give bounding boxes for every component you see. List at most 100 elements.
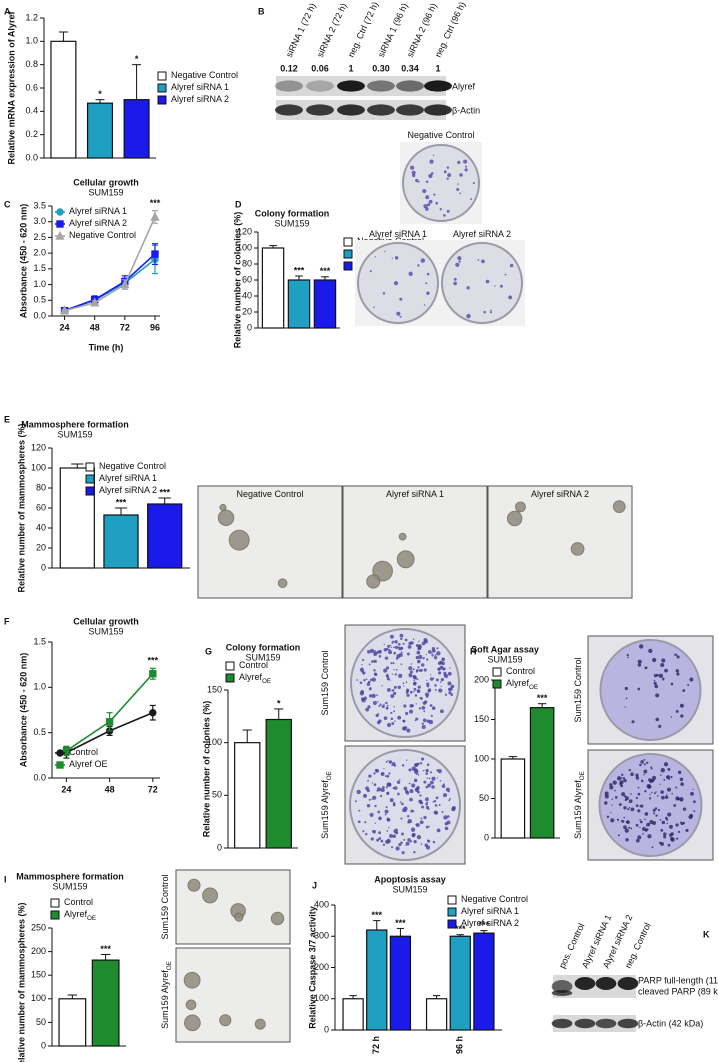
colony (682, 807, 687, 811)
colony (380, 787, 385, 793)
y-tick-label: 3.5 (33, 200, 46, 210)
colony (664, 795, 669, 800)
legend-swatch (50, 898, 60, 908)
colony (428, 719, 434, 725)
colony (390, 846, 394, 849)
colony (395, 668, 398, 671)
colony (666, 787, 671, 792)
point (120, 279, 130, 289)
colony (390, 662, 393, 665)
colony (383, 703, 385, 705)
colony (373, 654, 376, 656)
colony (419, 762, 423, 765)
mammosphere (277, 578, 288, 589)
y-tick-label: 100 (31, 993, 46, 1003)
blot-band (574, 1018, 596, 1029)
legend-label: Alyref siRNA 1 (461, 906, 519, 916)
significance: * (98, 89, 102, 99)
colony (403, 685, 405, 687)
colony (423, 815, 427, 820)
colony (378, 704, 381, 707)
colony (407, 838, 411, 842)
chart-title: Cellular growth (73, 616, 139, 626)
colony (652, 775, 657, 780)
colony (412, 638, 415, 641)
colony (606, 815, 610, 819)
legend-label: Negative Control (461, 894, 528, 904)
legend-label: Control (239, 660, 268, 670)
colony (416, 650, 421, 655)
colony (447, 671, 452, 676)
bar (473, 932, 495, 1031)
row-label: Alyref (452, 81, 476, 91)
y-tick-label: 20 (36, 542, 46, 552)
y-axis-label: Relative number of mammospheres (%) (16, 423, 26, 592)
colony (443, 783, 445, 786)
colony (362, 658, 365, 662)
colony (660, 828, 664, 832)
colony (653, 812, 656, 815)
colony (637, 809, 641, 813)
colony (431, 785, 435, 789)
y-tick-label: 400 (314, 899, 329, 909)
image-caption: Alyref siRNA 2 (531, 489, 589, 499)
colony (399, 779, 401, 781)
colony (635, 838, 640, 843)
colony (385, 786, 388, 789)
colony (646, 822, 651, 827)
row-label: PARP full-length (116 kDa) (638, 975, 718, 985)
image-caption: Negative Control (236, 489, 303, 499)
significance: * (277, 698, 281, 708)
colony (434, 654, 437, 656)
colony (402, 726, 407, 731)
chart-title: Colony formation (226, 642, 301, 652)
colony (450, 684, 454, 689)
colony (393, 786, 398, 790)
image-caption-text: Sum159 Alyref (160, 970, 170, 1029)
colony (390, 644, 392, 647)
colony (373, 306, 375, 309)
mammosphere (219, 1014, 232, 1027)
colony (378, 649, 382, 654)
colony (393, 651, 397, 655)
chart-title: Cellular growth (73, 177, 139, 187)
y-tick-label: 40 (36, 522, 46, 532)
colony (628, 826, 631, 829)
y-tick-label: 0 (247, 322, 252, 332)
legend-swatch (492, 667, 502, 677)
legend-swatch (157, 95, 167, 105)
colony (400, 817, 403, 820)
colony (411, 704, 414, 707)
colony (385, 760, 388, 763)
chart-title: Apoptosis assay (374, 874, 446, 884)
colony (617, 818, 620, 821)
colony (610, 812, 612, 814)
blot-band (367, 80, 395, 92)
colony (427, 839, 431, 843)
colony (393, 706, 395, 708)
panel-letter: K (703, 929, 710, 939)
blot-band (337, 104, 365, 116)
colony (372, 795, 377, 800)
blot-band (551, 990, 573, 996)
colony (410, 827, 416, 832)
mammosphere (398, 532, 407, 541)
y-tick-label: 80 (36, 482, 46, 492)
colony (419, 820, 424, 825)
colony (401, 851, 405, 855)
colony (667, 767, 671, 771)
colony (439, 779, 442, 782)
y-tick-label: 200 (314, 962, 329, 972)
colony (405, 841, 410, 846)
bar (265, 718, 292, 849)
colony (621, 792, 626, 797)
colony (609, 785, 614, 790)
colony (399, 297, 403, 301)
colony (692, 788, 694, 791)
y-tick-label: 100 (474, 753, 489, 763)
colony (420, 697, 423, 700)
colony (371, 693, 376, 699)
chart-title: Soft Agar assay (471, 644, 539, 654)
colony (378, 831, 382, 835)
colony (637, 835, 642, 840)
